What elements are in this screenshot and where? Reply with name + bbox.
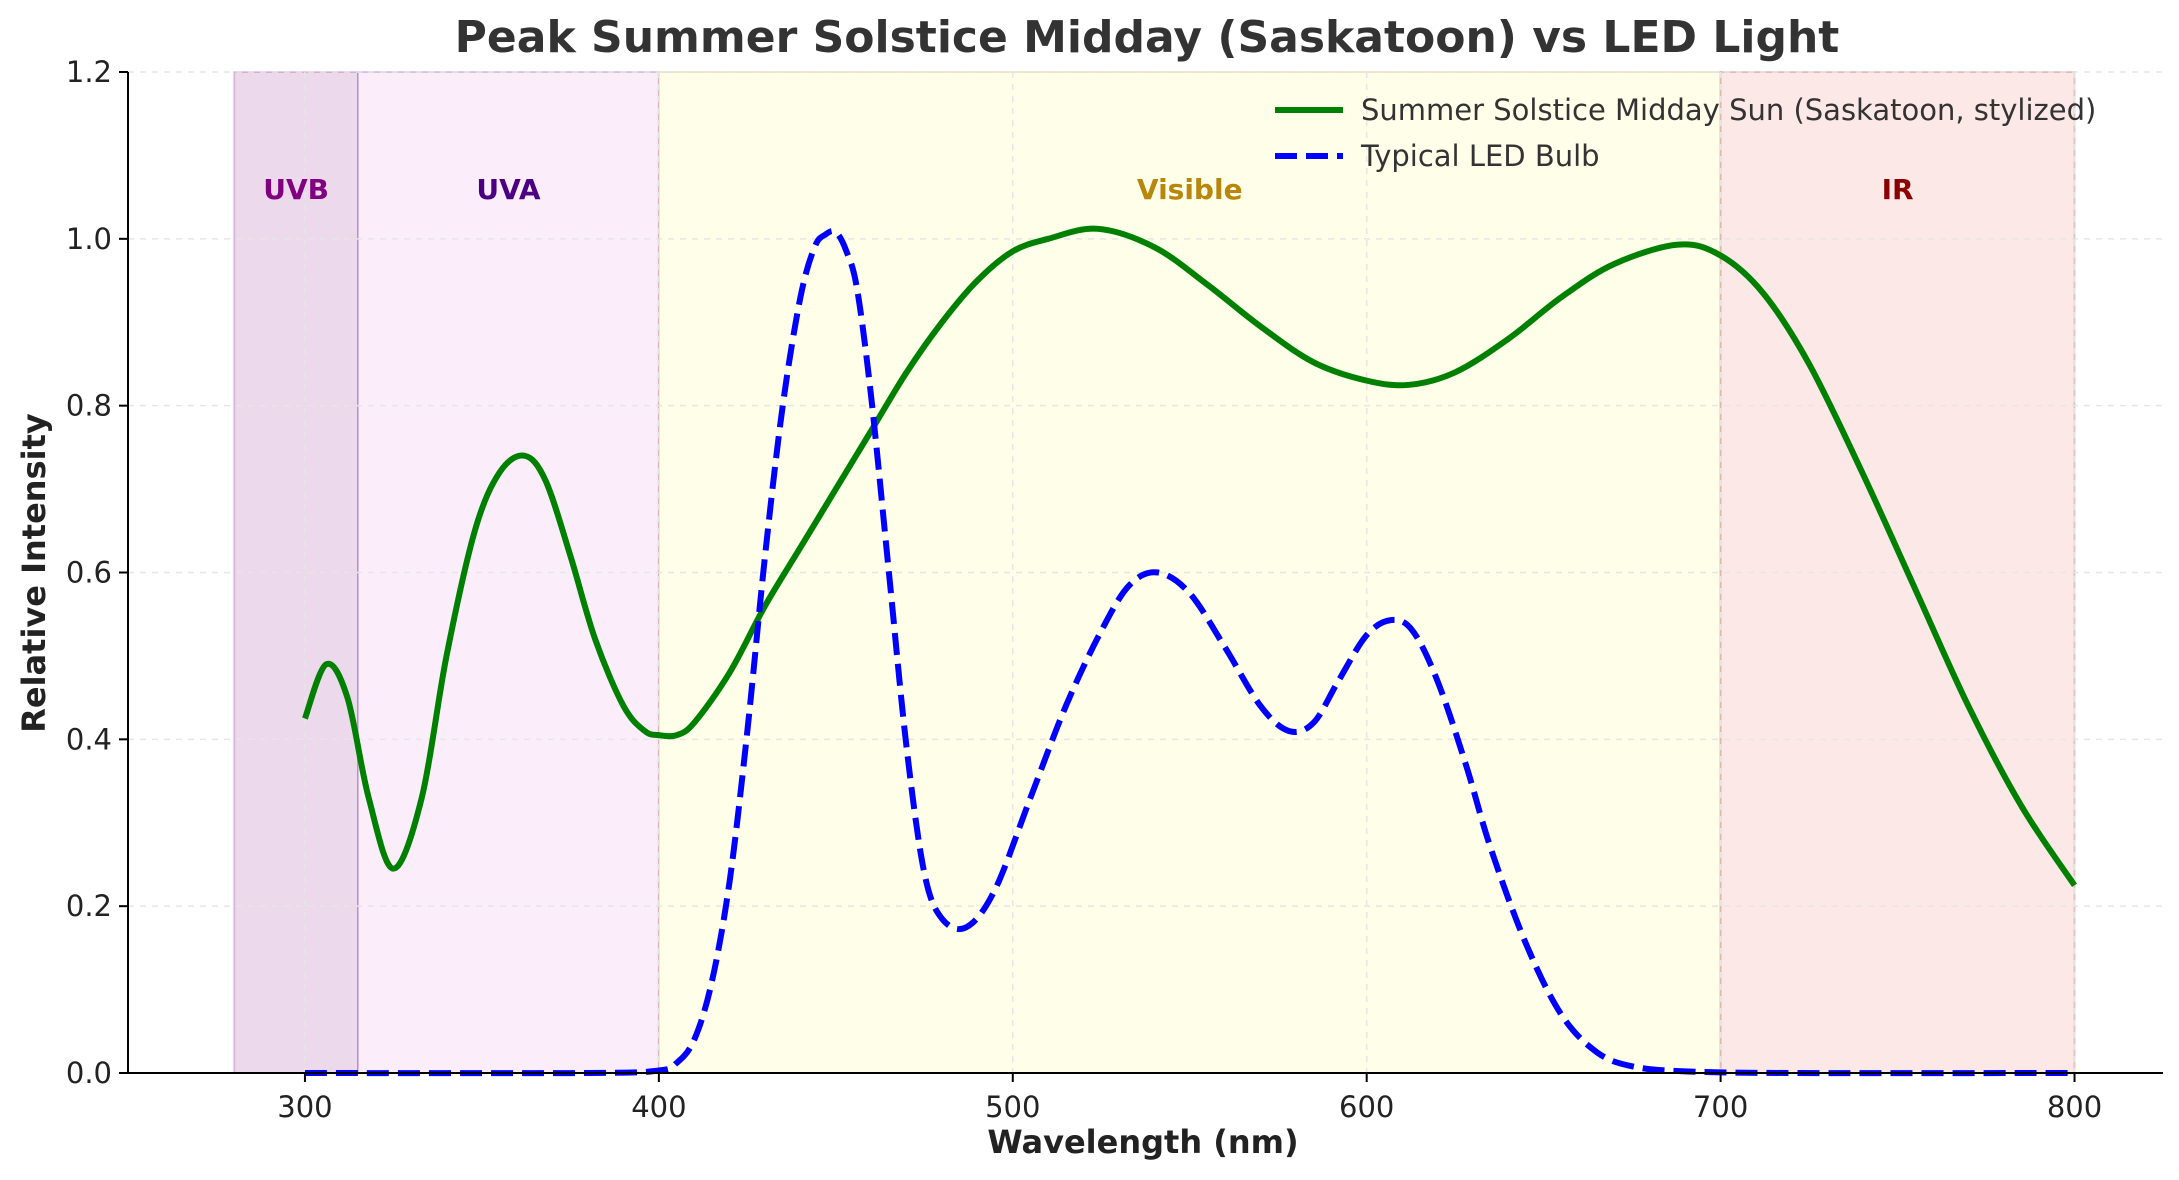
x-tick-label: 600 [1339,1090,1394,1124]
x-axis-label: Wavelength (nm) [987,1123,1298,1161]
x-tick-label: 300 [277,1090,332,1124]
chart-title: Peak Summer Solstice Midday (Saskatoon) … [455,12,1840,63]
axes: 300 400 500 600 700 800 0.0 0.2 0.4 0.6 0.8 1.0 1.2 [66,55,2163,1124]
x-tick-label: 700 [1693,1090,1748,1124]
region-label-visible: Visible [1137,173,1243,206]
region-label-uvb: UVB [263,173,329,206]
legend: Summer Solstice Midday Sun (Saskatoon, s… [1275,93,2096,173]
y-tick-label: 0.0 [66,1056,112,1090]
y-tick-label: 0.6 [66,556,112,590]
y-tick-label: 1.0 [66,222,112,256]
region-label-ir: IR [1882,173,1914,206]
y-tick-label: 0.2 [66,889,112,923]
x-tick-label: 800 [2047,1090,2102,1124]
series [302,225,2078,1077]
y-tick-label: 0.4 [66,722,112,756]
legend-label-sun: Summer Solstice Midday Sun (Saskatoon, s… [1361,93,2096,127]
y-tick-label: 0.8 [66,389,112,423]
series-line-led [304,228,2075,1077]
y-axis-label: Relative Intensity [15,413,53,733]
legend-label-led: Typical LED Bulb [1360,139,1600,173]
region-labels: UVB UVA Visible IR [263,173,1913,206]
region-label-uva: UVA [476,173,541,206]
y-tick-label: 1.2 [66,55,112,89]
x-tick-label: 500 [985,1090,1040,1124]
series-line-sun [302,225,2078,887]
x-tick-label: 400 [631,1090,686,1124]
